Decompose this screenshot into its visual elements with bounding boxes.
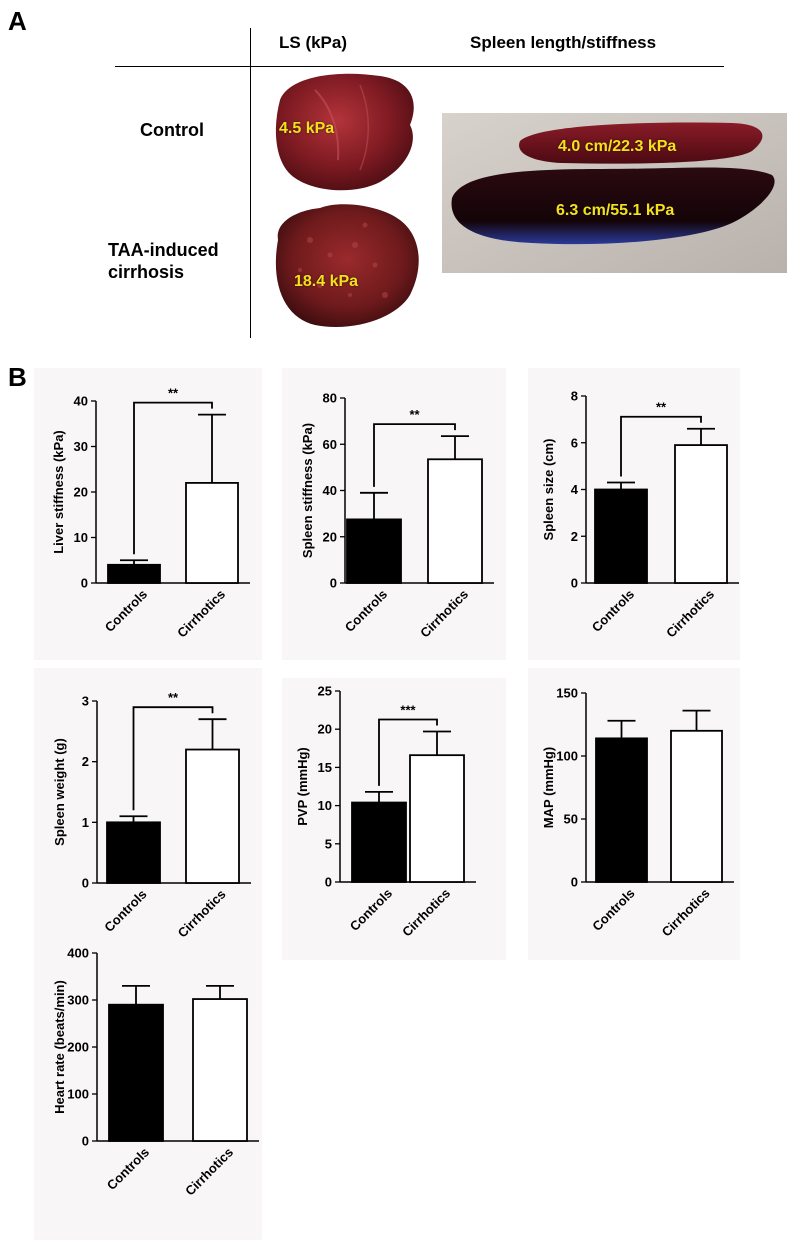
- spleen-cirrhosis-image: [451, 167, 775, 245]
- liver-stiffness-ytick-label: 40: [74, 394, 88, 409]
- spleen-control-image: [519, 122, 763, 164]
- spleen-stiffness-ytick-label: 80: [323, 391, 337, 406]
- pvp-significance-bracket: [378, 718, 438, 786]
- spleen-stiffness-ytick-label: 0: [330, 576, 337, 591]
- spleen-stiffness-category-label: Cirrhotics: [417, 587, 471, 641]
- column-header-spleen: Spleen length/stiffness: [470, 33, 657, 52]
- liver-photos: [275, 73, 419, 327]
- spleen-photo: [442, 113, 787, 273]
- map-category-label: Cirrhotics: [659, 886, 713, 940]
- heart-rate-ytick-label: 200: [67, 1040, 89, 1055]
- spleen-stiffness-significance-label: **: [409, 407, 420, 422]
- spleen-stiffness-ytick-label: 40: [323, 483, 337, 498]
- spleen-weight-ytick-label: 2: [82, 754, 89, 769]
- heart-rate-ytick-label: 400: [67, 946, 89, 961]
- spleen-weight-category-label: Cirrhotics: [175, 887, 229, 941]
- spleen-size-significance-bracket: [620, 415, 702, 477]
- heart-rate-category-label: Cirrhotics: [182, 1145, 236, 1199]
- pvp-y-axis-label: PVP (mmHg): [295, 747, 310, 826]
- heart-rate-bar-cirrhotics: [192, 998, 248, 1142]
- spleen-stiffness-bar-cirrhotics: [427, 458, 483, 584]
- map-bar-controls: [595, 737, 648, 883]
- pvp-category-label: Cirrhotics: [399, 886, 453, 940]
- spleen-size-y-axis-label: Spleen size (cm): [541, 439, 556, 541]
- spleen-stiffness-ytick-label: 20: [323, 529, 337, 544]
- liver-stiffness-category-label: Cirrhotics: [174, 587, 228, 641]
- row-label-taa-line2: cirrhosis: [108, 262, 185, 282]
- spleen-weight-bar-controls: [106, 821, 161, 884]
- map-ytick-label: 100: [556, 749, 578, 764]
- pvp-ytick-label: 25: [318, 684, 332, 699]
- spleen-size-ytick-label: 4: [571, 482, 579, 497]
- pvp-ytick-label: 15: [318, 760, 332, 775]
- liver-stiffness-significance-bracket: [133, 401, 213, 555]
- pvp-significance-label: ***: [400, 702, 416, 717]
- spleen-stiffness-y-axis-label: Spleen stiffness (kPa): [300, 423, 315, 558]
- spleen-weight-bar-cirrhotics: [185, 748, 240, 884]
- spleen-control-label: 4.0 cm/22.3 kPa: [558, 138, 677, 155]
- map-bar-cirrhotics: [670, 729, 723, 883]
- liver-stiffness-ytick-label: 20: [74, 485, 88, 500]
- row-label-taa-line1: TAA-induced: [108, 240, 219, 260]
- map-ytick-label: 150: [556, 686, 578, 701]
- pvp-ytick-label: 10: [318, 798, 332, 813]
- map-ytick-label: 0: [571, 875, 578, 890]
- liver-control-image: [275, 73, 414, 191]
- liver-stiffness-significance-label: **: [168, 386, 179, 401]
- spleen-weight-ytick-label: 3: [82, 694, 89, 709]
- pvp-bar-controls: [351, 801, 407, 883]
- liver-stiffness-category-label: Controls: [102, 587, 150, 635]
- spleen-weight-category-label: Controls: [101, 887, 149, 935]
- spleen-stiffness-bar-controls: [346, 518, 402, 584]
- spleen-weight-significance-label: **: [168, 690, 179, 705]
- map-category-label: Controls: [589, 886, 637, 934]
- spleen-size-bar-controls: [594, 488, 648, 584]
- liver-control-label: 4.5 kPa: [279, 120, 335, 137]
- spleen-size-ytick-label: 0: [571, 576, 578, 591]
- liver-stiffness-ytick-label: 0: [81, 576, 88, 591]
- pvp-ytick-label: 5: [325, 836, 332, 851]
- pvp-ytick-label: 0: [325, 875, 332, 890]
- liver-stiffness-bar-cirrhotics: [185, 481, 239, 584]
- liver-stiffness-y-axis-label: Liver stiffness (kPa): [51, 430, 66, 554]
- pvp-category-label: Controls: [347, 886, 395, 934]
- spleen-size-bar-cirrhotics: [674, 444, 728, 584]
- pvp-ytick-label: 20: [318, 722, 332, 737]
- spleen-stiffness-ytick-label: 60: [323, 437, 337, 452]
- panel-a-letter: A: [8, 6, 27, 36]
- heart-rate-ytick-label: 300: [67, 993, 89, 1008]
- spleen-size-ytick-label: 6: [571, 435, 578, 450]
- pvp-bar-cirrhotics: [409, 754, 465, 883]
- spleen-stiffness-significance-bracket: [373, 423, 456, 487]
- spleen-cirrhosis-label: 6.3 cm/55.1 kPa: [556, 202, 675, 219]
- heart-rate-bar-controls: [108, 1003, 164, 1142]
- spleen-size-significance-label: **: [656, 400, 667, 415]
- column-header-ls: LS (kPa): [279, 33, 348, 52]
- row-label-divider: [250, 28, 251, 338]
- header-divider: [115, 66, 724, 67]
- heart-rate-ytick-label: 0: [82, 1134, 89, 1149]
- liver-cirrhosis-label: 18.4 kPa: [294, 273, 359, 290]
- spleen-size-ytick-label: 2: [571, 529, 578, 544]
- map-ytick-label: 50: [564, 812, 578, 827]
- spleen-size-category-label: Cirrhotics: [663, 587, 717, 641]
- liver-stiffness-ytick-label: 30: [74, 439, 88, 454]
- liver-stiffness-bar-controls: [107, 563, 161, 584]
- panel-b-letter: B: [8, 362, 27, 392]
- heart-rate-ytick-label: 100: [67, 1087, 89, 1102]
- spleen-weight-ytick-label: 1: [82, 815, 89, 830]
- spleen-weight-ytick-label: 0: [82, 876, 89, 891]
- spleen-stiffness-category-label: Controls: [342, 587, 390, 635]
- row-label-control: Control: [140, 120, 204, 140]
- spleen-weight-significance-bracket: [132, 706, 214, 811]
- spleen-size-ytick-label: 8: [571, 389, 578, 404]
- spleen-weight-y-axis-label: Spleen weight (g): [52, 738, 67, 846]
- spleen-size-category-label: Controls: [589, 587, 637, 635]
- heart-rate-category-label: Controls: [104, 1145, 152, 1193]
- liver-stiffness-ytick-label: 10: [74, 530, 88, 545]
- map-y-axis-label: MAP (mmHg): [541, 747, 556, 828]
- heart-rate-y-axis-label: Heart rate (beats/min): [52, 980, 67, 1114]
